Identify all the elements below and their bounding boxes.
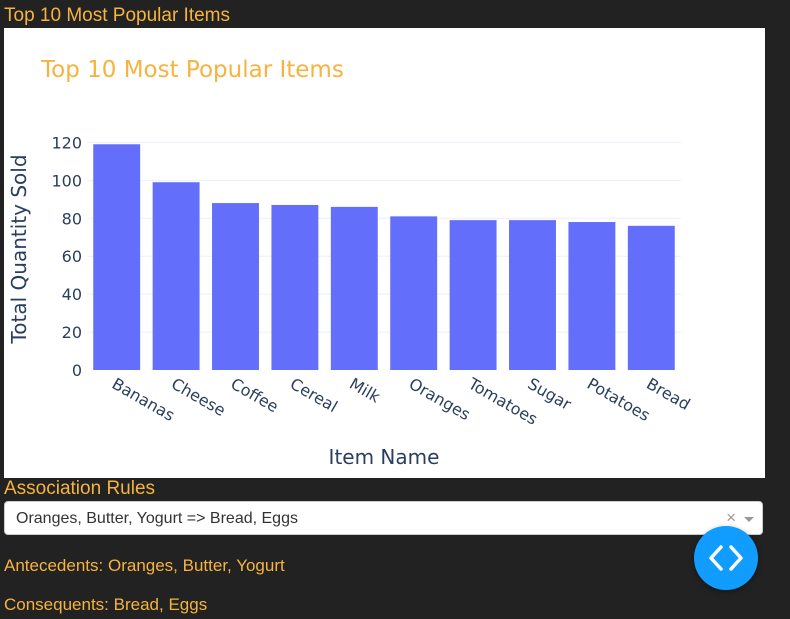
x-tick-label: Bananas [109, 374, 178, 425]
consequents-line: Consequents: Bread, Eggs [4, 595, 207, 615]
association-rules-heading: Association Rules [4, 478, 156, 499]
bar-milk[interactable] [330, 206, 378, 370]
popular-items-chart: Top 10 Most Popular Items 0 20 40 60 80 100 12… [4, 28, 765, 478]
x-tick-label: Potatoes [584, 374, 653, 425]
popular-items-heading: Top 10 Most Popular Items [4, 5, 230, 26]
bar-bread[interactable] [627, 225, 675, 370]
y-tick-label: 80 [62, 209, 82, 228]
y-tick-label: 40 [62, 285, 82, 304]
code-brackets-icon [709, 545, 743, 571]
antecedents-value: Oranges, Butter, Yogurt [107, 556, 285, 575]
clear-icon[interactable]: × [726, 508, 736, 527]
y-axis-label: Total Quantity Sold [7, 154, 31, 344]
consequents-value: Bread, Eggs [113, 595, 208, 614]
debug-toggle-button[interactable] [694, 526, 758, 590]
bar-cheese[interactable] [152, 182, 200, 370]
x-tick-label: Milk [346, 374, 384, 407]
bar-sugar[interactable] [509, 220, 556, 370]
chart-title: Top 10 Most Popular Items [40, 57, 344, 83]
antecedents-line: Antecedents: Oranges, Butter, Yogurt [4, 556, 285, 576]
x-axis-label: Item Name [329, 445, 440, 469]
y-tick-label: 0 [72, 361, 82, 380]
x-tick-label: Oranges [406, 374, 474, 424]
rule-select-dropdown[interactable]: Oranges, Butter, Yogurt => Bread, Eggs × [4, 501, 763, 535]
chevron-down-icon[interactable] [744, 517, 754, 522]
bar-coffee[interactable] [212, 203, 259, 370]
y-tick-label: 120 [51, 133, 82, 152]
rule-select-value: Oranges, Butter, Yogurt => Bread, Eggs [16, 510, 298, 527]
antecedents-label: Antecedents: [4, 556, 104, 575]
bar-bananas[interactable] [93, 144, 141, 370]
y-tick-label: 100 [51, 171, 82, 190]
consequents-label: Consequents: [4, 595, 109, 614]
bar-oranges[interactable] [390, 216, 438, 370]
bar-tomatoes[interactable] [449, 220, 497, 370]
y-tick-label: 60 [62, 247, 82, 266]
x-tick-label: Cereal [287, 374, 341, 416]
x-tick-label: Coffee [228, 374, 282, 416]
x-tick-label: Cheese [168, 374, 229, 420]
bar-cereal[interactable] [271, 204, 319, 370]
bar-potatoes[interactable] [568, 222, 616, 370]
bar-chart-svg: Top 10 Most Popular Items 0 20 40 60 80 100 12… [7, 57, 694, 469]
y-tick-label: 20 [62, 323, 82, 342]
